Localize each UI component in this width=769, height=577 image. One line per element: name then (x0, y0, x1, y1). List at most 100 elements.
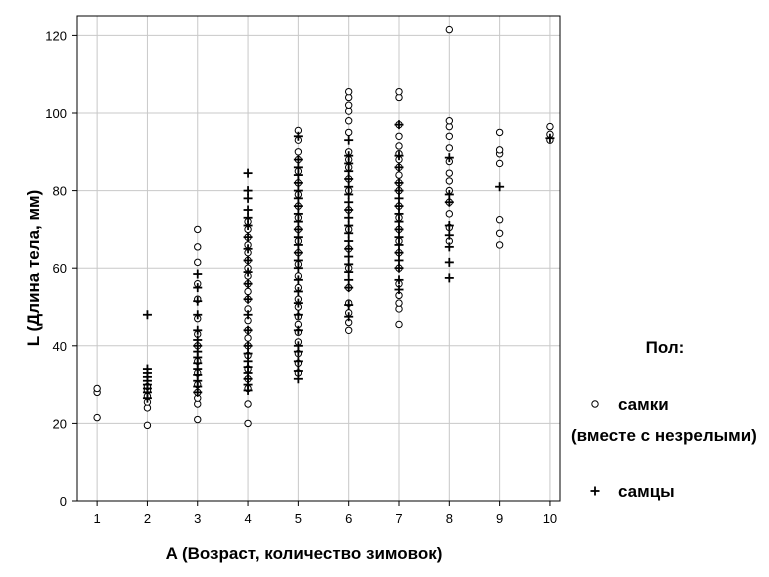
male-data-point (293, 255, 303, 265)
male-data-point (344, 267, 354, 277)
male-data-point (293, 193, 303, 203)
male-data-point (293, 209, 303, 219)
male-data-point (344, 213, 354, 223)
y-tick-label: 80 (53, 184, 67, 199)
legend-title: Пол: (646, 338, 685, 357)
male-data-point (293, 240, 303, 250)
male-data-point (293, 162, 303, 172)
male-data-point (243, 205, 253, 215)
female-data-point (445, 210, 454, 218)
male-data-point (293, 248, 303, 258)
male-data-point (444, 273, 454, 283)
male-data-point (293, 201, 303, 211)
female-data-point (395, 299, 403, 307)
male-data-point (344, 244, 354, 254)
male-data-point (394, 255, 404, 265)
male-data-point (243, 186, 253, 196)
legend-entry-females-label: самки (618, 395, 669, 414)
male-data-point (444, 189, 454, 199)
female-data-point (445, 169, 454, 177)
male-data-point (394, 151, 404, 161)
female-data-point (344, 87, 353, 96)
female-data-point (244, 287, 252, 296)
male-data-point (394, 224, 404, 234)
male-data-point (193, 269, 203, 279)
male-data-point (394, 162, 404, 172)
male-data-point (394, 193, 404, 203)
female-data-point (445, 144, 454, 152)
male-data-point (243, 356, 253, 366)
female-data-point (445, 132, 454, 140)
male-data-point (394, 201, 404, 211)
male-data-point (344, 312, 354, 322)
male-data-point (344, 275, 354, 285)
male-data-point (142, 310, 152, 320)
female-data-point (143, 421, 152, 430)
female-data-point (495, 128, 504, 137)
y-tick-label: 0 (60, 494, 67, 509)
female-data-point (395, 132, 403, 140)
female-data-point (344, 326, 353, 334)
x-axis-label: A (Возраст, количество зимовок) (166, 544, 443, 563)
female-data-point (495, 229, 504, 237)
male-data-point (243, 267, 253, 277)
male-data-point (444, 230, 454, 240)
female-data-point (93, 384, 101, 393)
male-data-point (394, 275, 404, 285)
male-data-point (243, 341, 253, 351)
male-data-point (495, 182, 505, 192)
male-data-point (394, 120, 404, 130)
male-data-point (344, 189, 354, 199)
male-data-point (394, 186, 404, 196)
male-data-point (444, 242, 454, 252)
male-data-point (293, 170, 303, 180)
female-data-point (194, 243, 202, 251)
legend: Пол: самки (вместе с незрелыми) самцы (571, 338, 757, 501)
male-data-point (394, 285, 404, 295)
y-tick-label: 100 (45, 106, 67, 121)
female-data-point (445, 177, 454, 185)
female-data-point (194, 415, 202, 424)
x-tick-labels: 1 2 3 4 5 6 7 8 9 10 (94, 511, 558, 526)
male-data-point (293, 325, 303, 335)
female-data-point (495, 216, 504, 224)
male-data-point (293, 131, 303, 141)
male-data-point (243, 244, 253, 254)
male-data-point (243, 349, 253, 359)
male-data-point (344, 283, 354, 293)
male-data-point (394, 217, 404, 227)
male-data-point (344, 166, 354, 176)
male-data-point (344, 197, 354, 207)
female-data-point (194, 258, 202, 267)
x-tick-label: 10 (543, 511, 557, 526)
male-data-point (444, 257, 454, 267)
female-data-point (344, 101, 353, 109)
male-data-point (344, 300, 354, 310)
legend-plus-marker-icon (590, 486, 600, 496)
male-data-point (293, 286, 303, 296)
male-data-point (293, 341, 303, 351)
male-data-point (344, 182, 354, 192)
y-tick-label: 120 (45, 28, 67, 43)
plot-frame (76, 15, 561, 502)
legend-circle-marker-icon (591, 400, 599, 408)
male-data-point (293, 217, 303, 227)
y-tick-label: 60 (53, 261, 67, 276)
male-data-point (344, 151, 354, 161)
x-tick-label: 2 (144, 511, 151, 526)
female-data-point (395, 142, 403, 150)
male-data-point (193, 325, 203, 335)
y-axis-label: L (Длина тела, мм) (24, 190, 43, 347)
legend-entry-males-label: самцы (618, 482, 675, 501)
x-tick-label: 4 (244, 511, 251, 526)
male-data-point (344, 221, 354, 231)
female-data-point (395, 320, 403, 329)
y-tick-label: 40 (53, 339, 67, 354)
x-tick-label: 6 (345, 511, 352, 526)
male-data-point (293, 298, 303, 308)
male-data-point (344, 158, 354, 168)
female-data-point (244, 419, 252, 428)
male-data-point (243, 310, 253, 320)
female-data-point (495, 241, 504, 249)
male-data-point (545, 133, 555, 143)
